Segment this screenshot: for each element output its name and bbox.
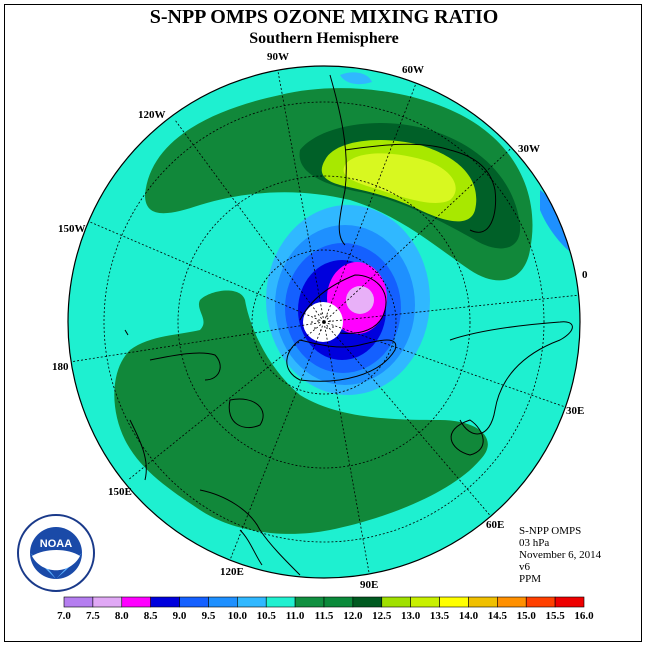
map-frame [4,4,642,642]
colorbar-swatch [554,596,585,608]
ozone-field [68,66,580,578]
dark-green-band-south [114,290,488,534]
info-units: PPM [519,573,542,585]
noaa-logo-text: NOAA [40,538,72,550]
colorbar-swatch [497,596,527,608]
ozone-patch-top [340,72,372,85]
colorbar-tick-label: 12.0 [343,610,363,622]
lon-label-150w: 150W [58,223,86,235]
colorbar-swatch [468,596,498,608]
colorbar-swatch [150,596,180,608]
info-date: November 6, 2014 [519,549,602,561]
colorbar-swatch [410,596,440,608]
lon-label-150e: 150E [108,486,132,498]
colorbar-swatch [294,596,325,608]
colorbar-tick-label: 7.0 [57,610,71,622]
lon-label-90w: 90W [267,51,289,63]
lon-label-180: 180 [52,361,69,373]
colorbar-tick-label: 9.5 [202,610,216,622]
lon-label-90e: 90E [360,579,378,591]
graticule [69,66,580,578]
colorbar-tick-label: 13.0 [401,610,421,622]
colorbar-tick-label: 10.5 [257,610,277,622]
colorbar-swatch [323,596,354,608]
info-level: 03 hPa [519,537,550,549]
colorbar-swatch [179,596,209,608]
colorbar-tick-label: 13.5 [430,610,450,622]
lon-label-30w: 30W [518,143,540,155]
colorbar-tick-label: 10.0 [228,610,248,622]
colorbar-tick-label: 8.0 [115,610,129,622]
colorbar-swatch [439,596,469,608]
colorbar-tick-label: 15.0 [517,610,537,622]
colorbar-swatch [352,596,383,608]
map-boundary [67,65,581,579]
colorbar-tick-label: 16.0 [574,610,594,622]
noaa-logo: NOAA [17,514,95,592]
colorbar-swatch [237,596,267,608]
colorbar-swatch [121,596,151,608]
colorbar-swatch [92,596,123,608]
map-subtitle: Southern Hemisphere [249,30,399,47]
lon-label-60w: 60W [402,64,424,76]
colorbar: 7.0 7.5 8.0 8.5 9.0 9.5 10.0 10.5 11.0 11.5 12.0 12… [57,596,594,622]
lon-label-120e: 120E [220,566,244,578]
colorbar-swatch [63,596,94,608]
colorbar-swatch [381,596,411,608]
colorbar-swatch [208,596,238,608]
colorbar-swatch [525,596,556,608]
yellow-green-core [343,153,456,203]
colorbar-tick-label: 12.5 [372,610,392,622]
colorbar-tick-label: 11.0 [286,610,305,622]
colorbar-swatch [265,596,296,608]
colorbar-tick-label: 14.0 [459,610,479,622]
colorbar-tick-label: 15.5 [545,610,565,622]
colorbar-tick-label: 9.0 [173,610,187,622]
info-version: v6 [519,561,530,573]
ozone-level-7-5 [346,286,374,314]
lon-label-30e: 30E [566,405,584,417]
colorbar-tick-label: 8.5 [144,610,158,622]
coastlines [124,74,573,576]
colorbar-tick-label: 11.5 [315,610,334,622]
map-title: S-NPP OMPS OZONE MIXING RATIO [149,6,499,28]
lon-label-120w: 120W [138,109,166,121]
colorbar-tick-label: 14.5 [488,610,508,622]
info-block: S-NPP OMPS 03 hPa November 6, 2014 v6 PP… [519,525,601,585]
lon-label-0: 0 [582,269,588,281]
colorbar-tick-label: 7.5 [86,610,100,622]
lon-label-60e: 60E [486,519,504,531]
info-product: S-NPP OMPS [519,525,582,537]
